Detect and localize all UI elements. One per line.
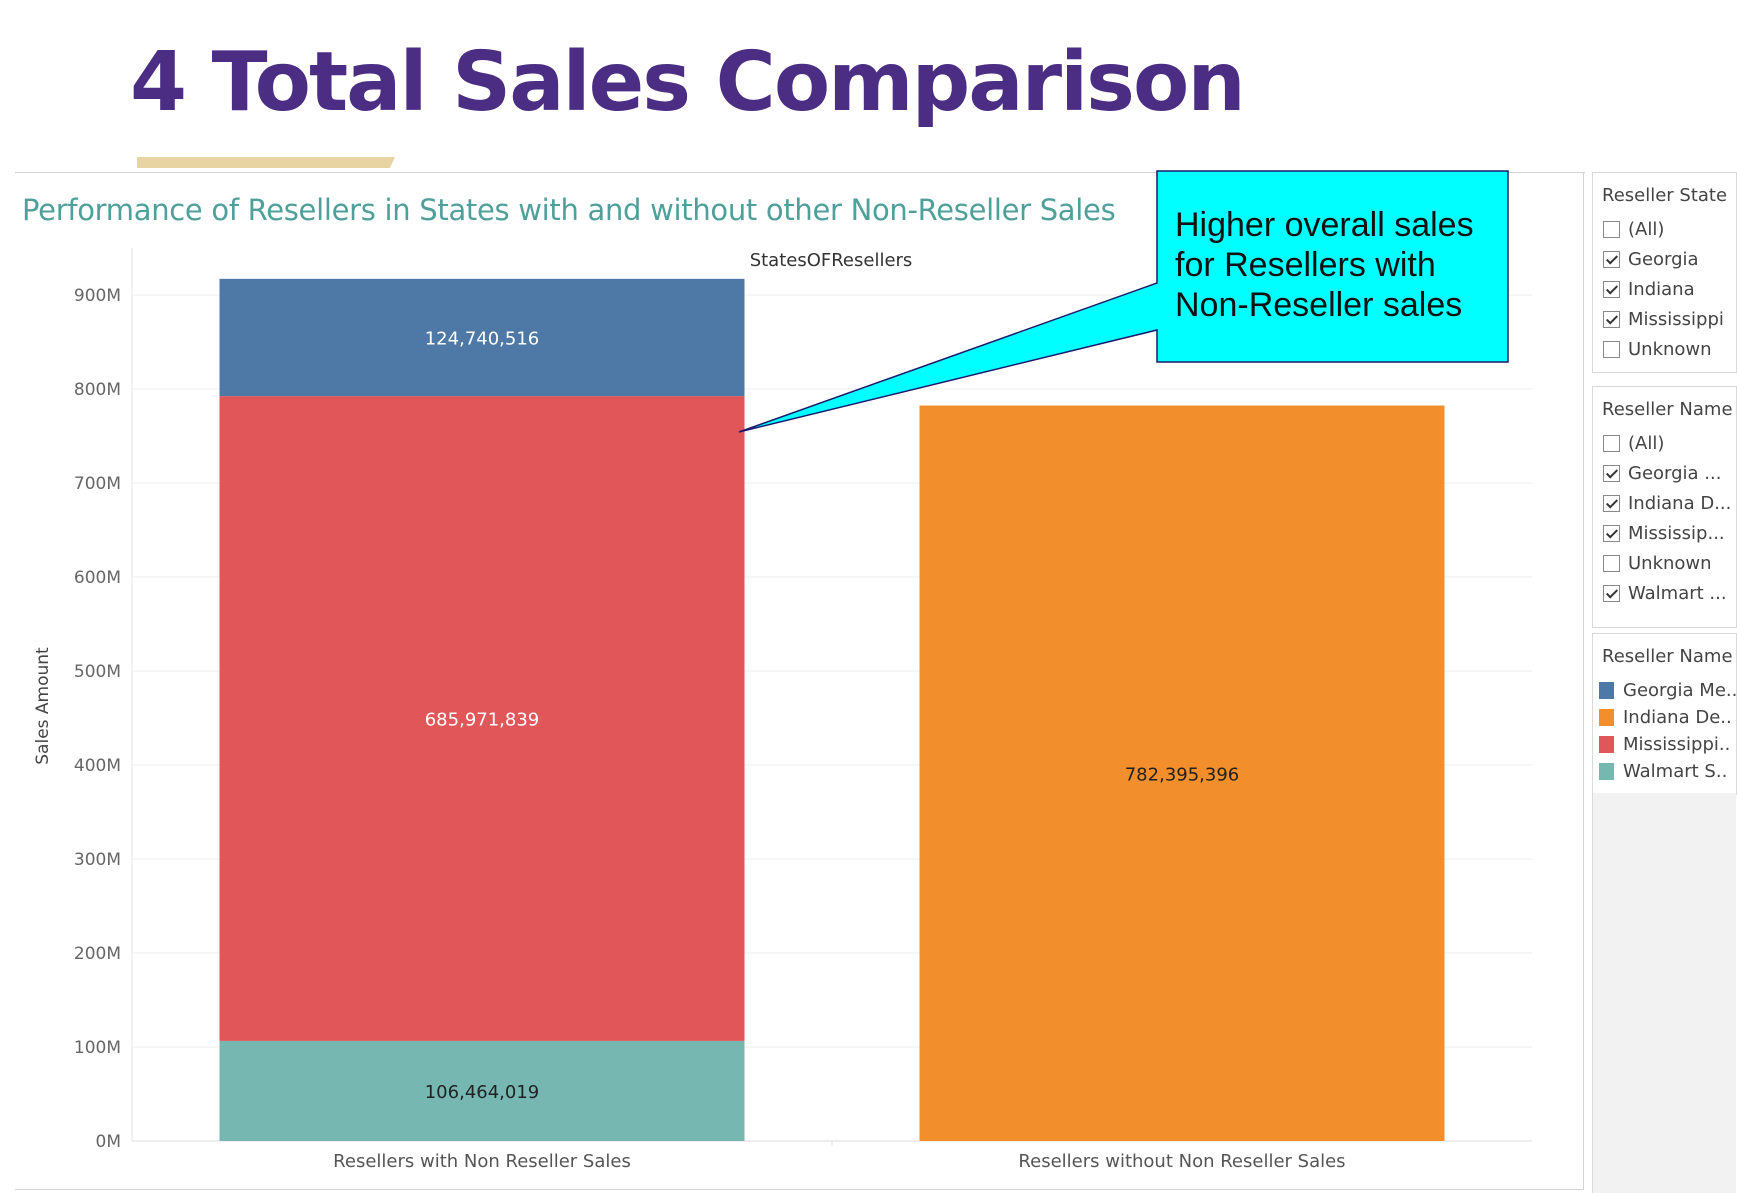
legend-item-mississippi[interactable]: Mississippi.. xyxy=(1599,731,1736,758)
checkbox[interactable] xyxy=(1603,280,1620,298)
y-tick-label: 900M xyxy=(74,286,121,306)
legend-label: Walmart S.. xyxy=(1623,761,1728,782)
checkbox[interactable] xyxy=(1603,494,1620,512)
filter-option-georgia[interactable]: Georgia xyxy=(1603,244,1736,274)
legend-item-walmart[interactable]: Walmart S.. xyxy=(1599,758,1736,785)
callout-text: Higher overall sales for Resellers with … xyxy=(1175,206,1474,324)
filter-option-label: Mississip... xyxy=(1628,522,1725,544)
filter-option-indiana[interactable]: Indiana xyxy=(1603,274,1736,304)
filter-option-unknown[interactable]: Unknown xyxy=(1603,334,1736,364)
callout-shape xyxy=(738,170,1509,433)
data-labels: 106,464,019 685,971,839 124,740,516 782,395… xyxy=(425,328,1240,1102)
filter-option-walmart[interactable]: Walmart ... xyxy=(1603,578,1736,608)
filter-option-label: Mississippi xyxy=(1628,308,1724,330)
reseller-state-filter: Reseller State (All) Georgia Indiana Mis… xyxy=(1592,172,1737,373)
y-tick-label: 300M xyxy=(74,850,121,870)
filter-title: Reseller State xyxy=(1602,185,1728,206)
legend-label: Indiana De.. xyxy=(1623,707,1732,728)
filter-option-indiana[interactable]: Indiana D... xyxy=(1603,488,1736,518)
viz-frame: Performance of Resellers in States with … xyxy=(15,173,1584,1190)
data-label: 782,395,396 xyxy=(1125,764,1240,785)
checkbox[interactable] xyxy=(1603,340,1620,358)
title-accent-bar xyxy=(137,157,395,168)
chart-title: StatesOFResellers xyxy=(750,250,913,271)
filter-option-georgia[interactable]: Georgia ... xyxy=(1603,458,1736,488)
dashboard: Performance of Resellers in States with … xyxy=(15,172,1585,1191)
bar-segment xyxy=(219,1040,745,1141)
legend-title: Reseller Name xyxy=(1602,646,1733,667)
bar-segment xyxy=(219,278,745,397)
legend-swatch xyxy=(1599,682,1614,699)
y-tick-label: 0M xyxy=(96,1132,121,1152)
x-category-label: Resellers without Non Reseller Sales xyxy=(1018,1151,1345,1172)
y-tick-label: 700M xyxy=(74,474,121,494)
y-tick-label: 500M xyxy=(74,662,121,682)
filter-option-label: (All) xyxy=(1628,432,1665,454)
data-label: 124,740,516 xyxy=(425,328,540,349)
filter-option-label: Indiana xyxy=(1628,278,1695,300)
filter-option-label: Georgia xyxy=(1628,248,1699,270)
reseller-name-filter: Reseller Name (All) Georgia ... Indiana … xyxy=(1592,386,1737,628)
checkbox[interactable] xyxy=(1603,434,1620,452)
filter-option-unknown[interactable]: Unknown xyxy=(1603,548,1736,578)
color-legend: Reseller Name Georgia Me.. Indiana De.. … xyxy=(1592,633,1737,795)
y-tick-label: 100M xyxy=(74,1038,121,1058)
bar-segment xyxy=(919,405,1445,1141)
filter-option-mississippi[interactable]: Mississip... xyxy=(1603,518,1736,548)
y-tick-label: 400M xyxy=(74,756,121,776)
legend-swatch xyxy=(1599,709,1614,726)
axes: StatesOFResellers Sales Amount 0M 100M 200… xyxy=(33,250,1346,1172)
filter-option-label: Unknown xyxy=(1628,552,1712,574)
legend-item-georgia[interactable]: Georgia Me.. xyxy=(1599,677,1736,704)
checkbox[interactable] xyxy=(1603,250,1620,268)
x-category-label: Resellers with Non Reseller Sales xyxy=(333,1151,631,1172)
y-tick-label: 200M xyxy=(74,944,121,964)
legend-swatch xyxy=(1599,736,1614,753)
filter-list: (All) Georgia ... Indiana D... Mississip… xyxy=(1593,420,1736,608)
filter-option-label: Unknown xyxy=(1628,338,1712,360)
checkbox[interactable] xyxy=(1603,220,1620,238)
legend-item-indiana[interactable]: Indiana De.. xyxy=(1599,704,1736,731)
filter-option-mississippi[interactable]: Mississippi xyxy=(1603,304,1736,334)
filter-title: Reseller Name xyxy=(1602,399,1733,420)
filter-option-label: Georgia ... xyxy=(1628,462,1722,484)
y-tick-label: 600M xyxy=(74,568,121,588)
y-tick-label: 800M xyxy=(74,380,121,400)
filter-list: (All) Georgia Indiana Mississippi Unknow… xyxy=(1593,206,1736,364)
filter-option-all[interactable]: (All) xyxy=(1603,214,1736,244)
legend-list: Georgia Me.. Indiana De.. Mississippi.. … xyxy=(1593,667,1736,785)
callout xyxy=(738,170,1509,433)
filter-option-label: Walmart ... xyxy=(1628,582,1727,604)
sidebar-background xyxy=(1592,793,1736,1193)
checkbox[interactable] xyxy=(1603,310,1620,328)
checkbox[interactable] xyxy=(1603,554,1620,572)
filter-option-label: Indiana D... xyxy=(1628,492,1732,514)
legend-label: Georgia Me.. xyxy=(1623,680,1736,701)
checkbox[interactable] xyxy=(1603,524,1620,542)
legend-swatch xyxy=(1599,763,1614,780)
bars xyxy=(219,278,1445,1141)
filter-option-label: (All) xyxy=(1628,218,1665,240)
checkbox[interactable] xyxy=(1603,584,1620,602)
bar-segment xyxy=(219,396,745,1041)
checkbox[interactable] xyxy=(1603,464,1620,482)
filter-option-all[interactable]: (All) xyxy=(1603,428,1736,458)
data-label: 106,464,019 xyxy=(425,1082,540,1103)
slide-title: 4 Total Sales Comparison xyxy=(130,35,1246,130)
data-label: 685,971,839 xyxy=(425,710,540,731)
y-axis-label: Sales Amount xyxy=(33,647,53,765)
viz-title: Performance of Resellers in States with … xyxy=(22,193,1116,227)
legend-label: Mississippi.. xyxy=(1623,734,1731,755)
